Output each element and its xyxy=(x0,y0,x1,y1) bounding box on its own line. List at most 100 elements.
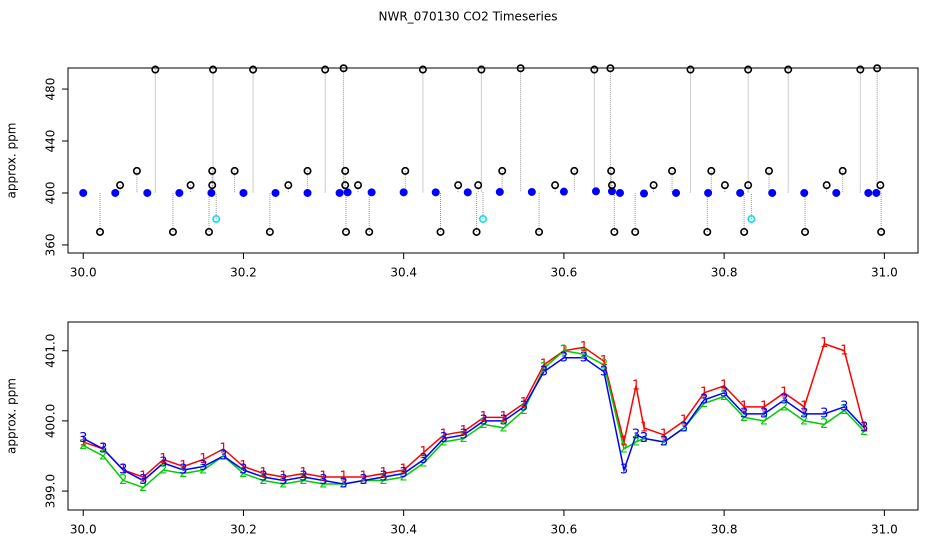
point-marker: 3 xyxy=(620,463,628,478)
point-marker: 2 xyxy=(620,441,628,456)
point-marker: 2 xyxy=(119,473,127,488)
y-tick-label: 401.0 xyxy=(44,334,58,368)
point xyxy=(477,65,486,74)
point xyxy=(321,65,330,74)
point-marker: 3 xyxy=(700,392,708,407)
x-tick-label: 30.2 xyxy=(230,523,257,537)
point-marker: 2 xyxy=(780,399,788,414)
point xyxy=(208,181,217,190)
point-marker: 3 xyxy=(800,406,808,421)
point-marker: 2 xyxy=(199,463,207,478)
point-marker: 1 xyxy=(760,399,768,414)
point xyxy=(607,181,616,190)
point xyxy=(668,166,677,175)
point-marker: 1 xyxy=(560,343,568,358)
point-marker: 1 xyxy=(159,452,167,467)
point xyxy=(343,188,352,197)
point-marker: 1 xyxy=(239,459,247,474)
point-marker: 3 xyxy=(680,420,688,435)
point-marker: 3 xyxy=(460,427,468,442)
series-line xyxy=(82,357,865,485)
point-marker: 2 xyxy=(860,424,868,439)
point xyxy=(535,227,544,236)
point-marker: 2 xyxy=(720,389,728,404)
point-marker: 1 xyxy=(740,399,748,414)
point-marker: 1 xyxy=(860,420,868,435)
point-marker: 1 xyxy=(840,343,848,358)
point-marker: 3 xyxy=(299,470,307,485)
point-marker: 3 xyxy=(179,463,187,478)
point xyxy=(79,188,88,197)
point xyxy=(341,166,350,175)
point-marker: 1 xyxy=(600,354,608,369)
point-marker: 2 xyxy=(600,357,608,372)
point-marker: 3 xyxy=(279,473,287,488)
point xyxy=(856,65,865,74)
point-marker: 1 xyxy=(460,424,468,439)
point xyxy=(249,65,258,74)
point xyxy=(208,166,217,175)
point-marker: 2 xyxy=(219,448,227,463)
point-marker: 1 xyxy=(380,466,388,481)
point xyxy=(341,227,350,236)
point xyxy=(96,227,105,236)
point-marker: 3 xyxy=(632,427,640,442)
point xyxy=(686,65,695,74)
series-line xyxy=(82,342,866,478)
x-tick-label: 30.8 xyxy=(711,266,738,280)
point-marker: 1 xyxy=(279,470,287,485)
point-marker: 3 xyxy=(99,441,107,456)
point-marker: 2 xyxy=(580,347,588,362)
plot-frame xyxy=(67,321,919,511)
point-marker: 3 xyxy=(440,431,448,446)
point xyxy=(284,181,293,190)
point xyxy=(516,64,525,73)
point-marker: 3 xyxy=(359,473,367,488)
point-marker: 1 xyxy=(720,378,728,393)
point-marker: 3 xyxy=(339,477,347,492)
point xyxy=(570,166,579,175)
point-marker: 1 xyxy=(139,470,147,485)
point xyxy=(559,187,568,196)
point-marker: 2 xyxy=(380,473,388,488)
x-tick-label: 30.8 xyxy=(711,523,738,537)
point-marker: 3 xyxy=(520,399,528,414)
point-marker: 3 xyxy=(640,431,648,446)
point-marker: 3 xyxy=(560,350,568,365)
point xyxy=(436,227,445,236)
point-marker: 1 xyxy=(780,385,788,400)
point-marker: 2 xyxy=(632,434,640,449)
point xyxy=(472,227,481,236)
point-marker: 1 xyxy=(179,459,187,474)
point-marker: 1 xyxy=(540,357,548,372)
y-tick-label: 400.0 xyxy=(44,404,58,438)
point-marker: 2 xyxy=(420,456,428,471)
point-marker: 3 xyxy=(319,473,327,488)
point-marker: 3 xyxy=(420,452,428,467)
point-marker: 2 xyxy=(480,417,488,432)
point-marker: 1 xyxy=(680,413,688,428)
y-axis-label: approx. ppm xyxy=(5,378,19,454)
point xyxy=(212,214,221,223)
point-marker: 1 xyxy=(400,463,408,478)
point-marker: 3 xyxy=(540,364,548,379)
point-marker: 2 xyxy=(520,403,528,418)
point-marker: 3 xyxy=(400,466,408,481)
point-marker: 1 xyxy=(199,452,207,467)
point xyxy=(151,65,160,74)
point xyxy=(204,227,213,236)
point-marker: 1 xyxy=(640,420,648,435)
x-tick-label: 31.0 xyxy=(871,266,898,280)
x-tick-label: 30.0 xyxy=(70,266,97,280)
point-marker: 2 xyxy=(740,410,748,425)
point-marker: 1 xyxy=(420,445,428,460)
point-marker: 2 xyxy=(319,477,327,492)
series-line xyxy=(82,349,865,489)
point xyxy=(704,188,713,197)
point xyxy=(876,181,885,190)
x-tick-label: 30.4 xyxy=(390,523,417,537)
point xyxy=(672,188,681,197)
point xyxy=(527,187,536,196)
point xyxy=(271,188,280,197)
point xyxy=(606,64,615,73)
